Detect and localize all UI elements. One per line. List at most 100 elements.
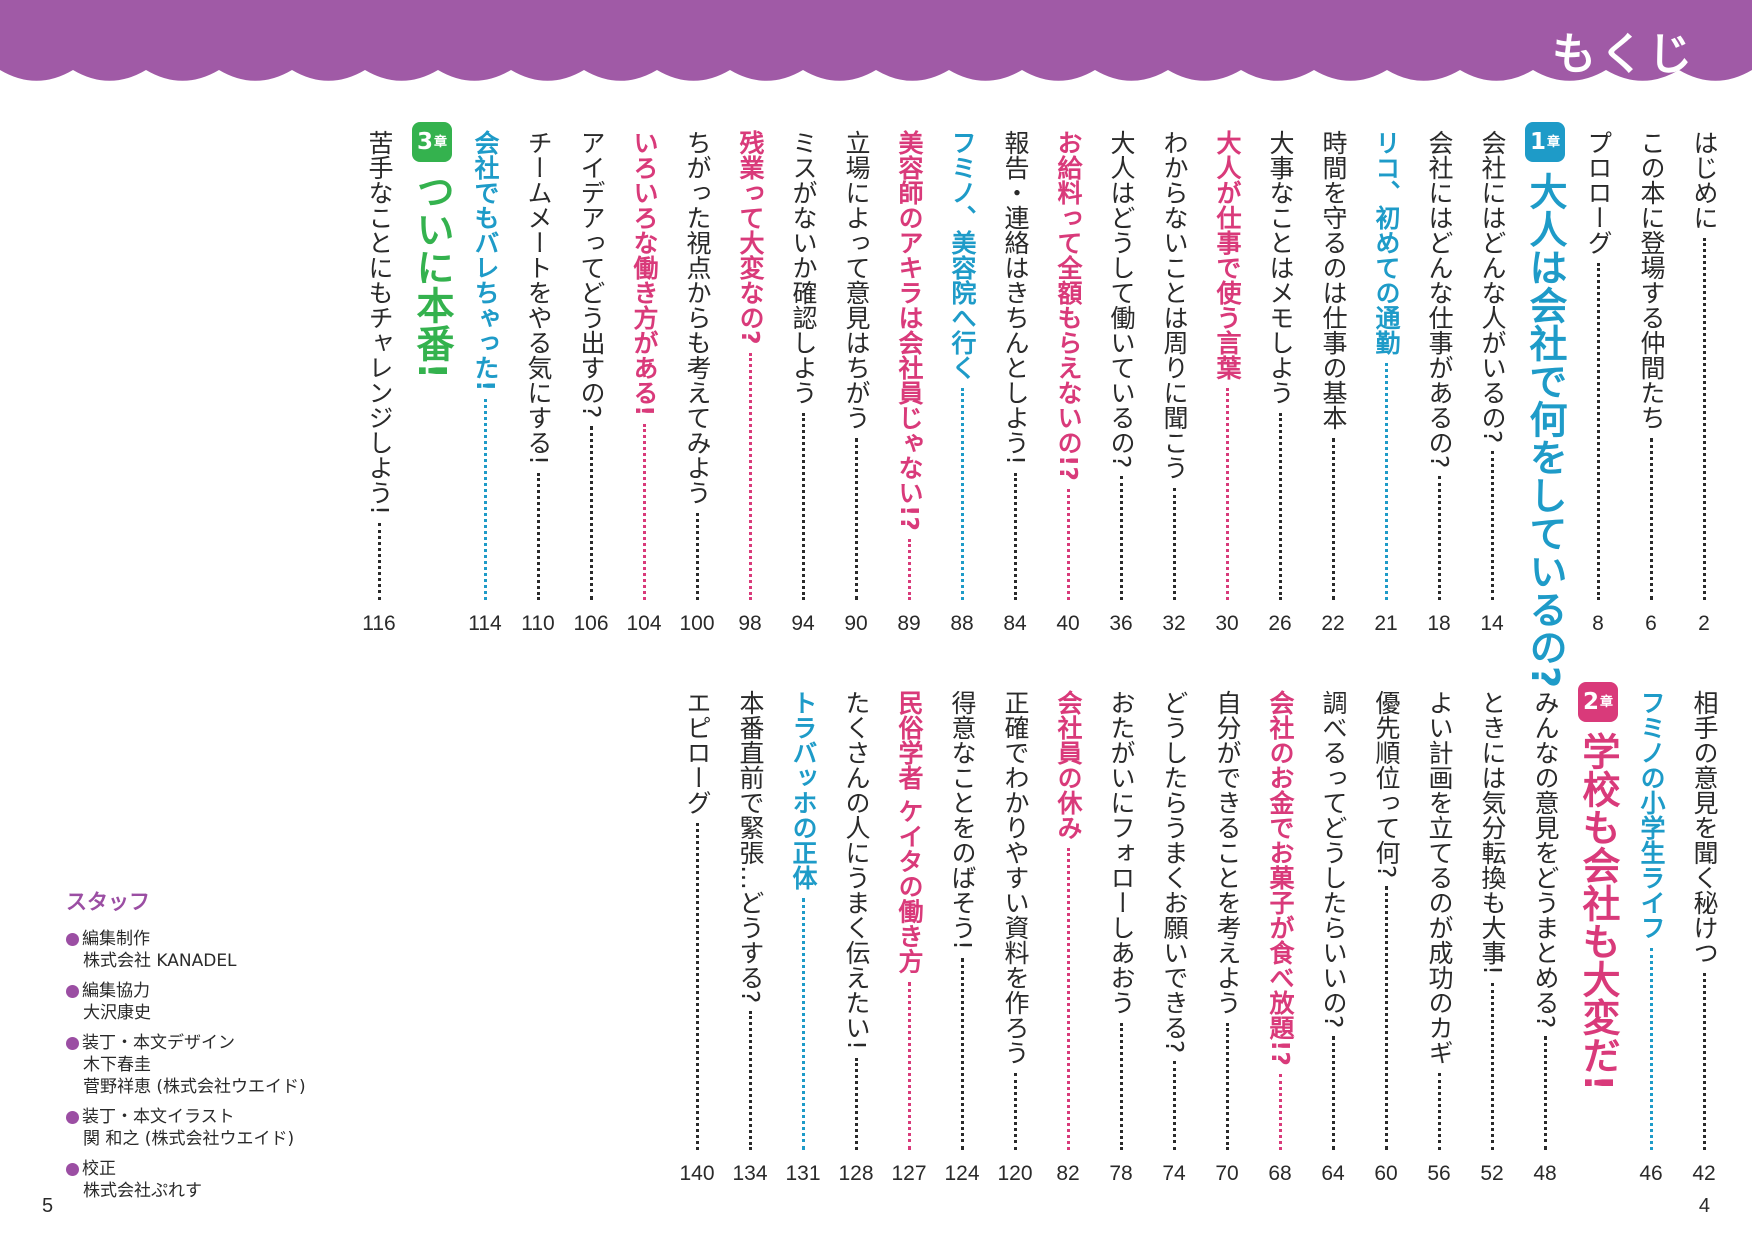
toc-page-number: 48 [1533,1162,1557,1185]
toc-entry[interactable]: 相手の意見を聞く秘けつ 42 [1682,690,1726,1186]
toc-entry-title: 大事なことはメモしよう [1266,130,1295,405]
leader-dots [589,426,593,600]
toc-entry[interactable]: 優先順位って何? 60 [1364,690,1408,1186]
leader-dots [960,958,964,1150]
toc-entry[interactable]: 得意なことをのばそう! 124 [940,690,984,1186]
toc-entry[interactable]: どうしたらうまくお願いできる? 74 [1152,690,1196,1186]
toc-entry[interactable]: エピローグ 140 [675,690,719,1186]
toc-page-number: 134 [732,1162,768,1185]
leader-dots [1490,983,1494,1150]
toc-entry-title: ミスがないか確認しよう [789,130,818,405]
toc-entry-title: チームメートをやる気にする! [524,130,553,466]
header-banner [0,0,1752,100]
toc-entry-title: 自分ができることを考えよう [1213,690,1242,1015]
toc-entry[interactable]: いろいろな働き方がある! 104 [622,130,666,636]
toc-page-number: 89 [897,612,921,635]
toc-entry[interactable]: ときには気分転換も大事! 52 [1470,690,1514,1186]
toc-page-number: 78 [1109,1162,1133,1185]
toc-entry-title: 会社員の休み [1054,690,1083,840]
toc-entry[interactable]: 会社員の休み 82 [1046,690,1090,1186]
toc-entry[interactable]: フミノの小学生ライフ 46 [1629,690,1673,1186]
toc-entry[interactable]: 会社のお金でお菓子が食べ放題!? 68 [1258,690,1302,1186]
toc-entry[interactable]: アイデアってどう出すの? 106 [569,130,613,636]
toc-entry[interactable]: 立場によって意見はちがう 90 [834,130,878,636]
toc-entry-title: ときには気分転換も大事! [1478,690,1507,976]
leader-dots [695,823,699,1150]
toc-entry-title: フミノ、美容院へ行く [948,130,977,380]
toc-entry[interactable]: 会社にはどんな人がいるの? 14 [1470,130,1514,636]
toc-entry[interactable]: わからないことは周りに聞こう 32 [1152,130,1196,636]
toc-entry[interactable]: みんなの意見をどうまとめる? 48 [1523,690,1567,1186]
toc-page-number: 116 [362,612,396,635]
leader-dots [1119,1023,1123,1150]
staff-name: 木下春圭 [83,1055,151,1075]
leader-dots [1490,451,1494,600]
staff-role: 編集制作 [66,928,366,950]
staff-role: 編集協力 [66,980,366,1002]
toc-entry[interactable]: 大事なことはメモしよう 26 [1258,130,1302,636]
toc-entry[interactable]: トラバッホの正体 131 [781,690,825,1186]
toc-entry[interactable]: 本番直前で緊張…どうする? 134 [728,690,772,1186]
leader-dots [1384,363,1388,600]
staff-item: 編集制作 株式会社 KANADEL [66,928,366,972]
leader-dots [1702,238,1706,600]
toc-page-number: 82 [1056,1162,1080,1185]
leader-dots [1702,973,1706,1150]
toc-entry-title: 本番直前で緊張…どうする? [736,690,765,1004]
toc-entry[interactable]: ちがった視点からも考えてみよう 100 [675,130,719,636]
toc-entry[interactable]: はじめに 2 [1682,130,1726,636]
toc-entry[interactable]: 会社でもバレちゃった! 114 [463,130,507,636]
toc-page-number: 90 [844,612,868,635]
toc-entry-title: フミノの小学生ライフ [1637,690,1666,940]
toc-entry[interactable]: 苦手なことにもチャレンジしよう! 116 [357,130,401,636]
toc-entry[interactable]: 時間を守るのは仕事の基本 22 [1311,130,1355,636]
staff-item: 編集協力 大沢康史 [66,980,366,1024]
leader-dots [1649,948,1653,1150]
leader-dots [907,538,911,600]
toc-entry-title: 優先順位って何? [1372,690,1401,879]
staff-item: 装丁・本文イラスト関 和之 (株式会社ウエイド) [66,1106,366,1150]
toc-entry-title: 美容師のアキラは会社員じゃない!? [895,130,924,531]
toc-entry[interactable]: チームメートをやる気にする! 110 [516,130,560,636]
leader-dots [854,438,858,600]
staff-role: 装丁・本文デザイン [66,1032,366,1054]
leader-dots [695,513,699,600]
toc-entry[interactable]: 民俗学者 ケイタの働き方 127 [887,690,931,1186]
toc-entry[interactable]: ミスがないか確認しよう 94 [781,130,825,636]
toc-page-number: 70 [1215,1162,1239,1185]
toc-entry[interactable]: 正確でわかりやすい資料を作ろう 120 [993,690,1037,1186]
chapter-title: ついに本番! [410,172,454,380]
toc-entry-title: 得意なことをのばそう! [948,690,977,951]
toc-entry[interactable]: 報告・連絡はきちんとしよう! 84 [993,130,1037,636]
toc-entry[interactable]: リコ、初めての通勤 21 [1364,130,1408,636]
toc-page-number: 40 [1056,612,1080,635]
chapter-number: 1 [1529,128,1546,155]
leader-dots [1013,1073,1017,1150]
toc-entry[interactable]: フミノ、美容院へ行く 88 [940,130,984,636]
leader-dots [854,1058,858,1150]
toc-entry[interactable]: この本に登場する仲間たち 6 [1629,130,1673,636]
toc-page-number: 120 [997,1162,1033,1185]
staff-name: 株式会社 KANADEL [83,951,237,971]
toc-entry[interactable]: 大人が仕事で使う言葉 30 [1205,130,1249,636]
toc-page-number: 36 [1109,612,1133,635]
toc-entry[interactable]: よい計画を立てるのが成功のカギ 56 [1417,690,1461,1186]
toc-entry[interactable]: 会社にはどんな仕事があるの? 18 [1417,130,1461,636]
toc-entry[interactable]: 自分ができることを考えよう 70 [1205,690,1249,1186]
toc-page-number: 106 [573,612,609,635]
toc-entry-title: みんなの意見をどうまとめる? [1531,690,1560,1029]
toc-page-number: 124 [944,1162,980,1185]
toc-entry[interactable]: 残業って大変なの? 98 [728,130,772,636]
toc-entry[interactable]: おたがいにフォローしあおう 78 [1099,690,1143,1186]
toc-entry[interactable]: 調べるってどうしたらいいの? 64 [1311,690,1355,1186]
toc-entry[interactable]: プロローグ 8 [1576,130,1620,636]
toc-entry[interactable]: 美容師のアキラは会社員じゃない!? 89 [887,130,931,636]
toc-entry[interactable]: お給料って全額もらえないの!? 40 [1046,130,1090,636]
toc-entry-title: リコ、初めての通勤 [1372,130,1401,355]
toc-entry[interactable]: たくさんの人にうまく伝えたい! 128 [834,690,878,1186]
toc-entry[interactable]: 大人はどうして働いているの? 36 [1099,130,1143,636]
toc-entry-title: 大人はどうして働いているの? [1107,130,1136,469]
leader-dots [483,399,487,600]
toc-entry-title: トラバッホの正体 [789,690,818,890]
